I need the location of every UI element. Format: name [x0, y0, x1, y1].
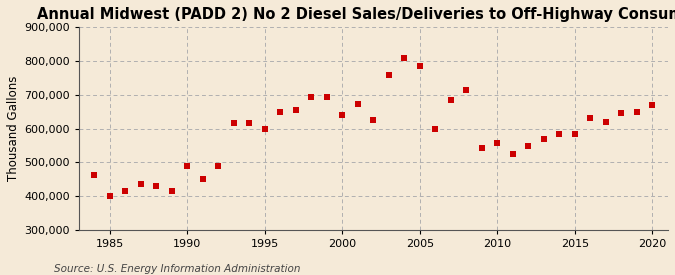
Point: [321, 95, 332, 99]
Point: [383, 73, 394, 77]
Point: [136, 182, 146, 186]
Y-axis label: Thousand Gallons: Thousand Gallons: [7, 76, 20, 181]
Text: Source: U.S. Energy Information Administration: Source: U.S. Energy Information Administ…: [54, 264, 300, 274]
Point: [461, 87, 472, 92]
Point: [244, 121, 254, 126]
Point: [228, 121, 239, 126]
Point: [414, 64, 425, 68]
Point: [523, 144, 534, 148]
Point: [213, 163, 223, 168]
Point: [492, 141, 503, 145]
Point: [337, 113, 348, 117]
Point: [166, 189, 177, 193]
Point: [508, 152, 518, 156]
Point: [306, 95, 317, 100]
Point: [569, 132, 580, 136]
Point: [430, 127, 441, 131]
Point: [477, 145, 487, 150]
Point: [352, 102, 363, 106]
Point: [275, 110, 286, 114]
Point: [616, 111, 626, 116]
Point: [120, 189, 131, 193]
Point: [446, 98, 456, 102]
Point: [368, 118, 379, 122]
Point: [585, 116, 595, 121]
Point: [89, 173, 100, 177]
Point: [399, 56, 410, 60]
Point: [182, 163, 192, 168]
Point: [259, 127, 270, 131]
Point: [647, 103, 657, 107]
Point: [631, 110, 642, 114]
Point: [151, 184, 161, 188]
Point: [554, 132, 564, 136]
Point: [538, 137, 549, 142]
Point: [600, 120, 611, 125]
Point: [197, 177, 208, 181]
Title: Annual Midwest (PADD 2) No 2 Diesel Sales/Deliveries to Off-Highway Consumers: Annual Midwest (PADD 2) No 2 Diesel Sale…: [37, 7, 675, 22]
Point: [105, 194, 115, 198]
Point: [290, 108, 301, 112]
